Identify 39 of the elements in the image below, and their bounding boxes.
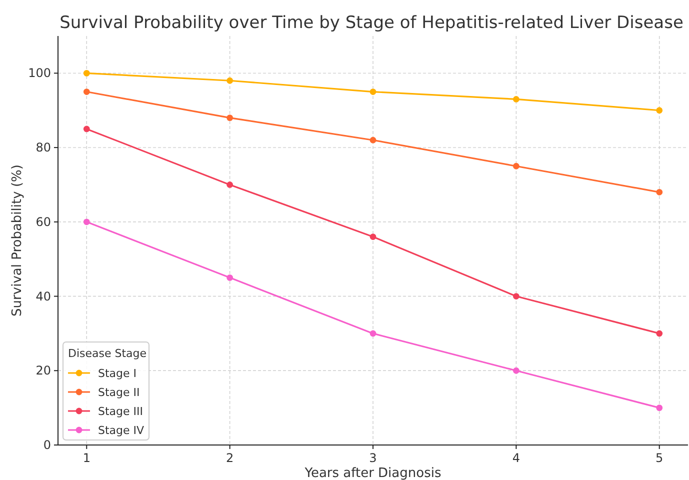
x-axis-title: Years after Diagnosis bbox=[304, 466, 442, 480]
y-tick-label: 60 bbox=[36, 214, 51, 229]
point bbox=[83, 126, 90, 132]
legend-label: Stage II bbox=[98, 386, 140, 399]
point bbox=[226, 114, 234, 121]
y-axis-title: Survival Probability (%) bbox=[10, 164, 25, 316]
y-tick-label: 40 bbox=[36, 289, 51, 304]
x-tick-label: 4 bbox=[512, 451, 520, 465]
x-tick-label: 5 bbox=[656, 451, 664, 465]
point bbox=[656, 188, 663, 196]
point bbox=[512, 162, 520, 170]
x-tick-label: 3 bbox=[369, 451, 377, 465]
point bbox=[83, 70, 90, 76]
y-tick-label: 100 bbox=[28, 66, 51, 80]
point bbox=[512, 293, 520, 300]
point bbox=[83, 88, 90, 95]
point bbox=[512, 367, 520, 374]
y-tick-label: 0 bbox=[43, 438, 51, 452]
legend-title: Disease Stage bbox=[68, 347, 147, 360]
legend-label: Stage III bbox=[98, 405, 144, 418]
y-tick-label: 20 bbox=[36, 364, 51, 378]
y-tick-label: 80 bbox=[36, 140, 51, 155]
point bbox=[512, 96, 520, 102]
point bbox=[226, 182, 234, 188]
x-tick-label: 1 bbox=[82, 451, 90, 465]
point bbox=[83, 218, 90, 226]
point bbox=[226, 77, 234, 84]
point bbox=[370, 330, 376, 337]
point bbox=[656, 330, 663, 337]
point bbox=[656, 107, 663, 114]
legend-label: Stage IV bbox=[98, 424, 145, 437]
chart-title: Survival Probability over Time by Stage of Hepatitis-related Liver Disease bbox=[60, 13, 684, 33]
legend-label: Stage I bbox=[98, 367, 137, 380]
point bbox=[656, 404, 663, 412]
point bbox=[226, 274, 234, 281]
x-tick-label: 2 bbox=[226, 451, 234, 465]
point bbox=[370, 234, 376, 240]
point bbox=[370, 88, 376, 95]
point bbox=[370, 136, 376, 144]
